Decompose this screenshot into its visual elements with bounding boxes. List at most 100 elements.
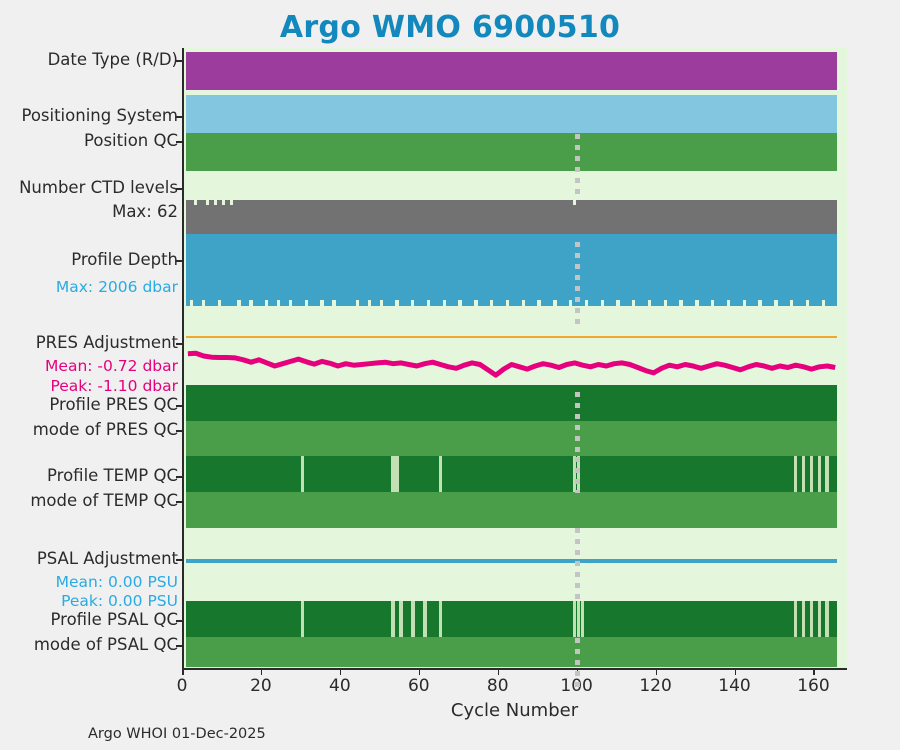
profile-depth-short-cycle [726, 300, 731, 306]
row-label-profile-temp-qc: Profile TEMP QC [47, 466, 178, 485]
y-tick-mode-psal-qc [176, 645, 183, 647]
profile-depth-short-cycle [695, 300, 699, 306]
profile-depth-short-cycle [249, 300, 253, 306]
profile-depth-short-cycle [379, 300, 383, 306]
cycle-marker-line [574, 528, 580, 600]
x-tick-label-160: 160 [797, 676, 830, 696]
row-label-psal-adjustment: PSAL Adjustment [36, 549, 178, 568]
row-sublabel-profile-depth-0: Max: 2006 dbar [55, 278, 178, 296]
profile-depth-short-cycle [568, 300, 573, 306]
profile-psal-qc-band [185, 601, 838, 637]
row-label-mode-psal-qc: mode of PSAL QC [33, 635, 178, 654]
x-tick-label-60: 60 [407, 676, 430, 696]
pres-zero-line [185, 336, 838, 338]
row-label-pres-adjustment: PRES Adjustment [35, 333, 178, 352]
cycle-marker-line [574, 392, 580, 454]
x-axis-line [182, 668, 847, 670]
ctd-levels-short-cycle [194, 200, 198, 205]
x-tick-label-80: 80 [486, 676, 509, 696]
ctd-levels-short-cycle [221, 200, 226, 205]
cycle-marker-line [574, 134, 580, 200]
x-tick-20 [260, 668, 263, 675]
x-tick-label-0: 0 [176, 676, 188, 696]
profile-depth-short-cycle [553, 300, 557, 306]
profile-psal-qc-gap [411, 601, 415, 637]
y-tick-pres-adjustment [176, 343, 183, 345]
profile-depth-short-cycle [201, 300, 206, 306]
x-tick-label-40: 40 [329, 676, 351, 696]
x-tick-40 [339, 668, 342, 675]
row-label-profile-pres-qc: Profile PRES QC [49, 395, 178, 414]
profile-temp-qc-gap [809, 456, 814, 492]
row-sublabel-psal-adjustment-0: Mean: 0.00 PSU [55, 573, 178, 591]
profile-depth-short-cycle [616, 300, 620, 306]
row-profile-depth [184, 234, 847, 306]
profile-depth-short-cycle [288, 300, 293, 306]
profile-depth-short-cycle [265, 300, 269, 306]
ctd-levels-short-cycle [205, 200, 210, 205]
profile-psal-qc-gap [300, 601, 305, 637]
ctd-levels-short-cycle [229, 200, 233, 205]
date-type-band [185, 52, 838, 90]
profile-depth-short-cycle [190, 300, 194, 306]
row-label-mode-pres-qc: mode of PRES QC [32, 420, 178, 439]
profile-depth-short-cycle [742, 300, 746, 306]
profile-depth-bars [185, 234, 838, 306]
profile-depth-short-cycle [711, 300, 715, 306]
ctd-levels-short-cycle [572, 200, 577, 205]
cycle-marker-line [574, 242, 580, 328]
profile-psal-qc-gap [793, 601, 798, 637]
profile-depth-short-cycle [332, 300, 336, 306]
row-positioning-system [184, 95, 847, 133]
row-sublabel-psal-adjustment-1: Peak: 0.00 PSU [61, 592, 178, 610]
pres-adjustment-line [187, 350, 836, 378]
profile-depth-short-cycle [632, 300, 636, 306]
row-date-type [184, 52, 847, 90]
profile-temp-qc-gap [817, 456, 822, 492]
row-mode-pres-qc [184, 421, 847, 457]
profile-depth-short-cycle [584, 300, 589, 306]
x-tick-label-140: 140 [718, 676, 751, 696]
profile-psal-qc-gap [825, 601, 830, 637]
profile-depth-short-cycle [789, 300, 794, 306]
y-tick-mode-temp-qc [176, 501, 183, 503]
profile-depth-short-cycle [647, 300, 652, 306]
profile-psal-qc-gap [580, 601, 585, 637]
x-axis-title: Cycle Number [450, 700, 579, 721]
profile-depth-short-cycle [320, 300, 324, 306]
x-tick-0 [182, 668, 184, 675]
y-tick-ctd-levels [176, 188, 183, 190]
row-label-mode-temp-qc: mode of TEMP QC [30, 491, 178, 510]
x-tick-label-120: 120 [639, 676, 672, 696]
profile-depth-short-cycle [367, 300, 372, 306]
y-tick-profile-pres-qc [176, 405, 183, 407]
profile-depth-short-cycle [237, 300, 241, 306]
profile-psal-qc-gap [572, 601, 577, 637]
profile-psal-qc-gap [817, 601, 822, 637]
x-tick-label-20: 20 [250, 676, 272, 696]
row-label-positioning-system: Positioning System [21, 106, 178, 125]
row-profile-pres-qc [184, 385, 847, 421]
profile-depth-short-cycle [411, 300, 415, 306]
footer-credit: Argo WHOI 01-Dec-2025 [88, 726, 266, 742]
y-tick-mode-pres-qc [176, 430, 183, 432]
profile-psal-qc-gap [422, 601, 427, 637]
row-pres-adjustment [184, 328, 847, 392]
row-sublabel-ctd-levels-0: Max: 62 [112, 202, 178, 221]
profile-psal-qc-gap [809, 601, 814, 637]
row-label-ctd-levels: Number CTD levels [19, 178, 178, 197]
row-position-qc [184, 133, 847, 171]
mode-psal-qc-band [185, 637, 838, 667]
profile-depth-short-cycle [458, 300, 462, 306]
row-profile-psal-qc [184, 601, 847, 637]
profile-pres-qc-band [185, 385, 838, 421]
row-psal-adjustment [184, 543, 847, 579]
x-tick-80 [497, 668, 500, 675]
profile-depth-short-cycle [355, 300, 360, 306]
profile-depth-short-cycle [217, 300, 222, 306]
profile-temp-qc-gap [801, 456, 806, 492]
profile-depth-short-cycle [821, 300, 825, 306]
profile-depth-short-cycle [304, 300, 308, 306]
profile-psal-qc-gap [801, 601, 806, 637]
profile-depth-short-cycle [426, 300, 431, 306]
